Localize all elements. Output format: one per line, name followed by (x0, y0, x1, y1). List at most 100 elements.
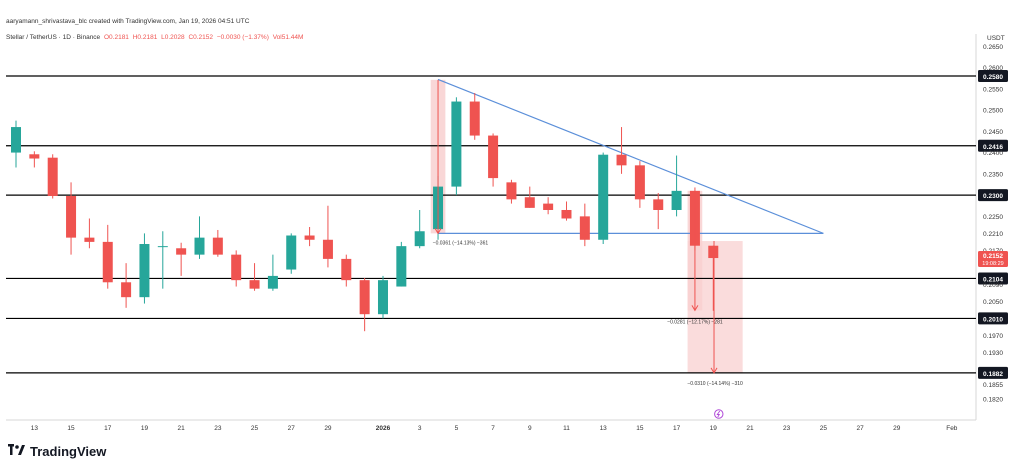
candle[interactable] (414, 209, 425, 249)
candle[interactable] (121, 263, 132, 308)
candle-body (47, 157, 58, 196)
symbol-label[interactable]: Stellar / TetherUS · 1D · Binance (6, 34, 101, 41)
candle[interactable] (304, 227, 315, 247)
candle[interactable] (708, 245, 719, 311)
event-marker-icon[interactable] (714, 409, 724, 419)
candle[interactable] (47, 154, 58, 199)
level-label-1: 0.2416 (983, 144, 1003, 151)
created-line: aaryamann_shrivastava_blc created with T… (6, 18, 250, 25)
candle[interactable] (194, 216, 205, 259)
candle[interactable] (451, 97, 462, 196)
candle-body (616, 154, 627, 166)
candle[interactable] (84, 218, 95, 249)
y-tick-label: 0.1820 (983, 397, 1003, 404)
x-tick-label: 17 (104, 425, 112, 432)
x-tick-label: Feb (946, 425, 958, 432)
candle[interactable] (488, 133, 499, 187)
candle-body (267, 275, 278, 289)
candle[interactable] (543, 197, 554, 215)
candle[interactable] (11, 120, 21, 168)
candle[interactable] (506, 179, 517, 204)
candle[interactable] (286, 233, 297, 274)
candle[interactable] (176, 242, 187, 276)
y-tick-label: 0.1970 (983, 333, 1003, 340)
level-label-2: 0.2300 (983, 193, 1003, 200)
tradingview-logo[interactable]: TradingView (8, 444, 106, 459)
candle[interactable] (469, 93, 480, 140)
candle[interactable] (634, 161, 645, 208)
x-tick-label: 2026 (376, 425, 391, 432)
candle[interactable] (341, 254, 352, 287)
candle[interactable] (267, 254, 278, 291)
candle[interactable] (231, 250, 242, 287)
candle-body (341, 258, 352, 281)
level-label-5: 0.1882 (983, 371, 1003, 378)
y-tick-label: 0.2050 (983, 299, 1003, 306)
candle-body (414, 231, 425, 247)
candle-body (304, 235, 315, 240)
candle[interactable] (616, 127, 627, 174)
measure-up-label: −0.0361 (−14.13%) −361 (433, 240, 489, 246)
last-price-tag (978, 251, 1008, 268)
candle-body (102, 241, 113, 283)
x-tick-label: 23 (214, 425, 222, 432)
x-tick-label: 27 (856, 425, 864, 432)
candle[interactable] (598, 152, 609, 245)
x-tick-label: 25 (820, 425, 828, 432)
event-bolt-icon (716, 410, 721, 418)
candle[interactable] (396, 241, 407, 287)
candle[interactable] (671, 155, 682, 217)
candle[interactable] (157, 231, 168, 289)
measure-mid-arrow-head (691, 305, 699, 312)
candle-body (579, 216, 590, 240)
y-tick-label: 0.2600 (983, 65, 1003, 72)
candle-body (322, 239, 333, 259)
candle-body (598, 154, 609, 240)
low-value: L0.2028 (161, 34, 185, 41)
candle-body (634, 165, 645, 200)
x-tick-label: 9 (528, 425, 532, 432)
x-tick-label: 7 (491, 425, 495, 432)
descending-trendline[interactable] (437, 78, 824, 234)
level-label-4: 0.2010 (983, 316, 1003, 323)
candle[interactable] (102, 224, 113, 289)
candle[interactable] (29, 151, 40, 168)
y-tick-label: 0.2550 (983, 86, 1003, 93)
candle-body (66, 195, 77, 238)
x-tick-label: 29 (893, 425, 901, 432)
x-tick-label: 5 (455, 425, 459, 432)
candle[interactable] (359, 278, 370, 332)
candle[interactable] (377, 275, 388, 319)
candle[interactable] (579, 203, 590, 247)
candle[interactable] (524, 186, 535, 208)
x-tick-label: 19 (710, 425, 718, 432)
measure-big-arrow-head (710, 367, 718, 374)
candle-body (84, 237, 95, 242)
candle-body (29, 154, 40, 159)
volume-value: Vol51.44M (272, 34, 304, 41)
candle[interactable] (561, 201, 572, 221)
candle-body (561, 209, 572, 219)
candle-body (708, 245, 719, 259)
y-tick-label: 0.2400 (983, 150, 1003, 157)
candle-body (212, 237, 223, 255)
y-tick-label: 0.2350 (983, 171, 1003, 178)
y-tick-label: 0.1855 (983, 382, 1003, 389)
candle[interactable] (139, 233, 150, 304)
x-tick-label: 23 (783, 425, 791, 432)
candle[interactable] (653, 192, 664, 230)
x-tick-label: 17 (673, 425, 681, 432)
y-tick-label: 0.2450 (983, 129, 1003, 136)
y-tick-label: 0.1930 (983, 350, 1003, 357)
candle-body (488, 135, 499, 179)
level-tag-0 (978, 70, 1008, 83)
tradingview-mark-icon (8, 444, 26, 459)
candle[interactable] (212, 229, 223, 257)
candle[interactable] (322, 205, 333, 268)
close-value: C0.2152 (188, 34, 214, 41)
candle-body (543, 203, 554, 210)
last-price-value: 0.2152 (983, 253, 1003, 260)
candle[interactable] (249, 263, 260, 291)
candle[interactable] (66, 182, 77, 255)
